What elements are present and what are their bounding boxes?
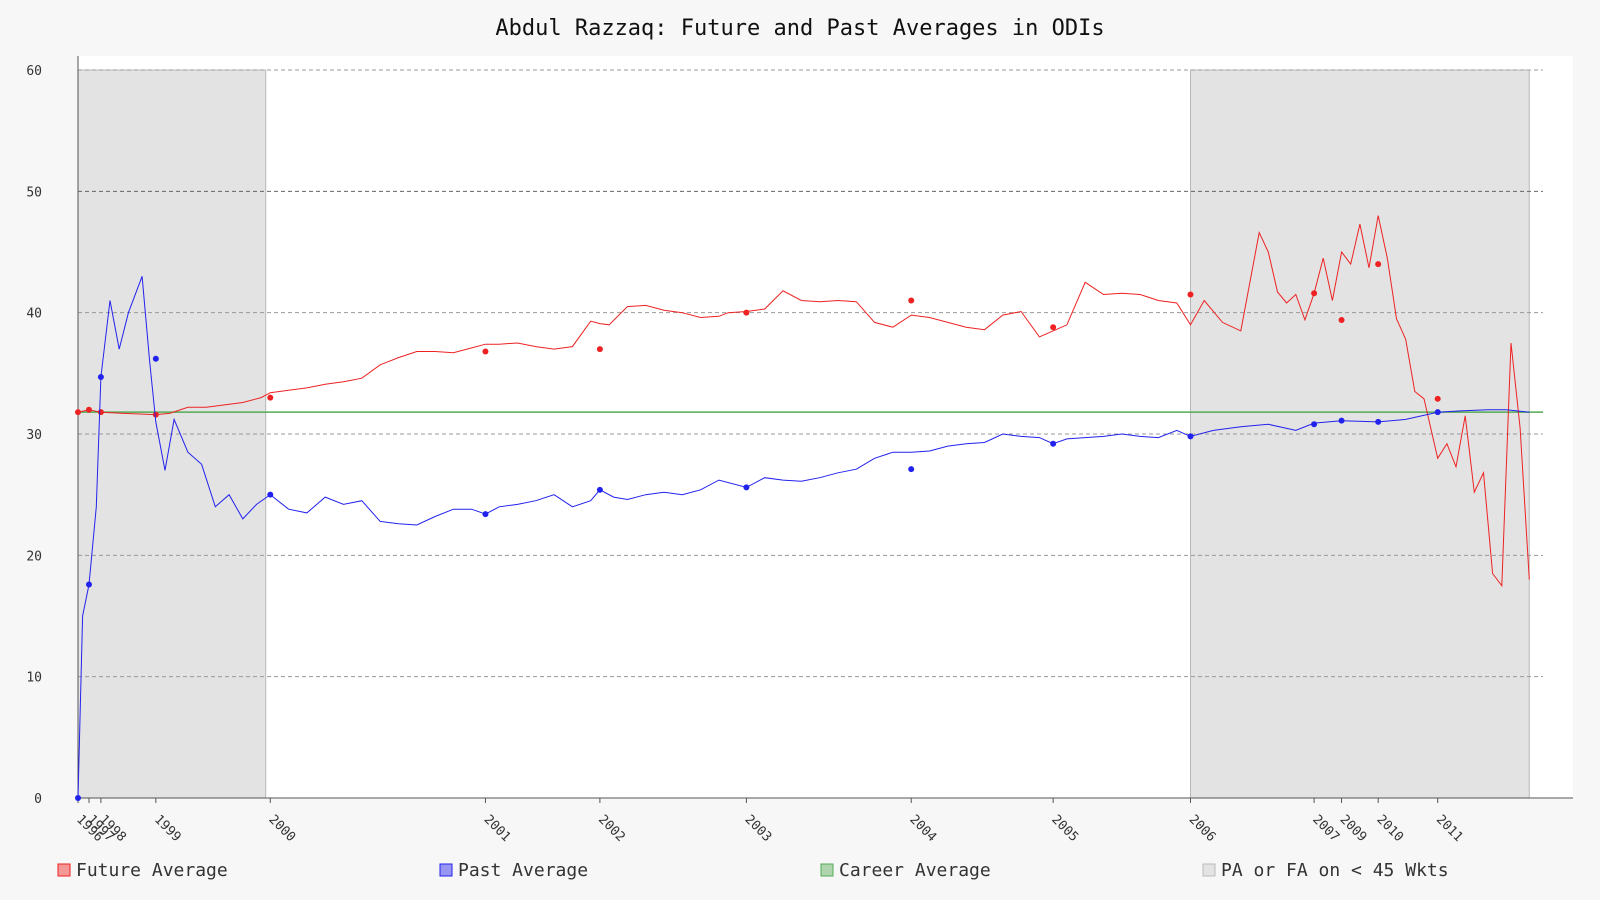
future-average-point-12 <box>1338 316 1345 323</box>
future-average-point-2 <box>97 409 104 416</box>
legend-swatch-3 <box>1202 863 1216 877</box>
x-tick-label-2011: 2011 <box>1433 812 1466 845</box>
future-average-point-8 <box>908 297 915 304</box>
future-average-point-6 <box>596 346 603 353</box>
past-average-point-6 <box>596 486 603 493</box>
y-tick-label-60: 60 <box>26 64 42 79</box>
x-tick-label-2001: 2001 <box>481 812 514 845</box>
past-average-point-8 <box>908 466 915 473</box>
future-average-point-7 <box>743 309 750 316</box>
past-average-point-13 <box>1375 418 1382 425</box>
legend-label-0: Future Average <box>76 860 228 881</box>
past-average-point-5 <box>482 511 489 518</box>
grid <box>78 69 1543 678</box>
y-tick-label-20: 20 <box>26 549 42 564</box>
past-average-point-1 <box>85 581 92 588</box>
future-average-point-14 <box>1434 395 1441 402</box>
past-average-point-9 <box>1050 440 1057 447</box>
y-tick-label-50: 50 <box>26 185 42 200</box>
x-tick-label-2004: 2004 <box>906 812 939 845</box>
legend-swatch-1 <box>439 863 453 877</box>
past-average-point-3 <box>152 355 159 362</box>
past-average-point-7 <box>743 484 750 491</box>
future-average-point-0 <box>75 409 81 416</box>
future-average-point-10 <box>1187 291 1194 298</box>
future-average-point-13 <box>1375 261 1382 268</box>
y-tick-label-40: 40 <box>26 307 42 322</box>
x-tick-label-1999: 1999 <box>151 812 184 845</box>
future-average-point-1 <box>85 406 92 413</box>
future-average-point-9 <box>1050 324 1057 331</box>
past-average-point-10 <box>1187 433 1194 440</box>
x-tick-label-2006: 2006 <box>1186 812 1219 845</box>
x-tick-label-2005: 2005 <box>1048 812 1081 845</box>
legend-label-2: Career Average <box>839 860 991 881</box>
legend: Future Average Past Average Career Average… <box>57 860 1449 881</box>
legend-swatch-0 <box>57 863 71 877</box>
past-average-point-4 <box>267 491 274 498</box>
x-tick-label-2002: 2002 <box>595 812 628 845</box>
future-average-point-4 <box>267 394 274 401</box>
legend-label-3: PA or FA on < 45 Wkts <box>1221 860 1449 881</box>
past-average-point-14 <box>1434 409 1441 416</box>
legend-swatch-2 <box>820 863 834 877</box>
past-average-point-11 <box>1311 421 1318 428</box>
past-average-point-2 <box>97 373 104 380</box>
x-tick-label-2003: 2003 <box>742 812 775 845</box>
y-tick-label-10: 10 <box>26 671 42 686</box>
future-average-point-11 <box>1311 290 1318 297</box>
legend-label-1: Past Average <box>458 860 588 881</box>
x-tick-label-2010: 2010 <box>1373 812 1406 845</box>
y-tick-label-30: 30 <box>26 428 42 443</box>
past-average-point-0 <box>75 795 81 801</box>
past-average-line <box>77 276 1530 799</box>
x-tick-label-2000: 2000 <box>265 812 298 845</box>
x-tick-label-2009: 2009 <box>1337 812 1370 845</box>
future-average-point-5 <box>482 348 489 355</box>
x-tick-label-2007: 2007 <box>1309 812 1342 845</box>
past-average-point-12 <box>1338 417 1345 424</box>
y-tick-label-0: 0 <box>34 792 42 807</box>
future-average-point-3 <box>152 411 159 418</box>
future-average-line <box>77 215 1530 588</box>
series <box>75 215 1543 801</box>
chart-title: Abdul Razzaq: Future and Past Averages i… <box>495 16 1104 41</box>
